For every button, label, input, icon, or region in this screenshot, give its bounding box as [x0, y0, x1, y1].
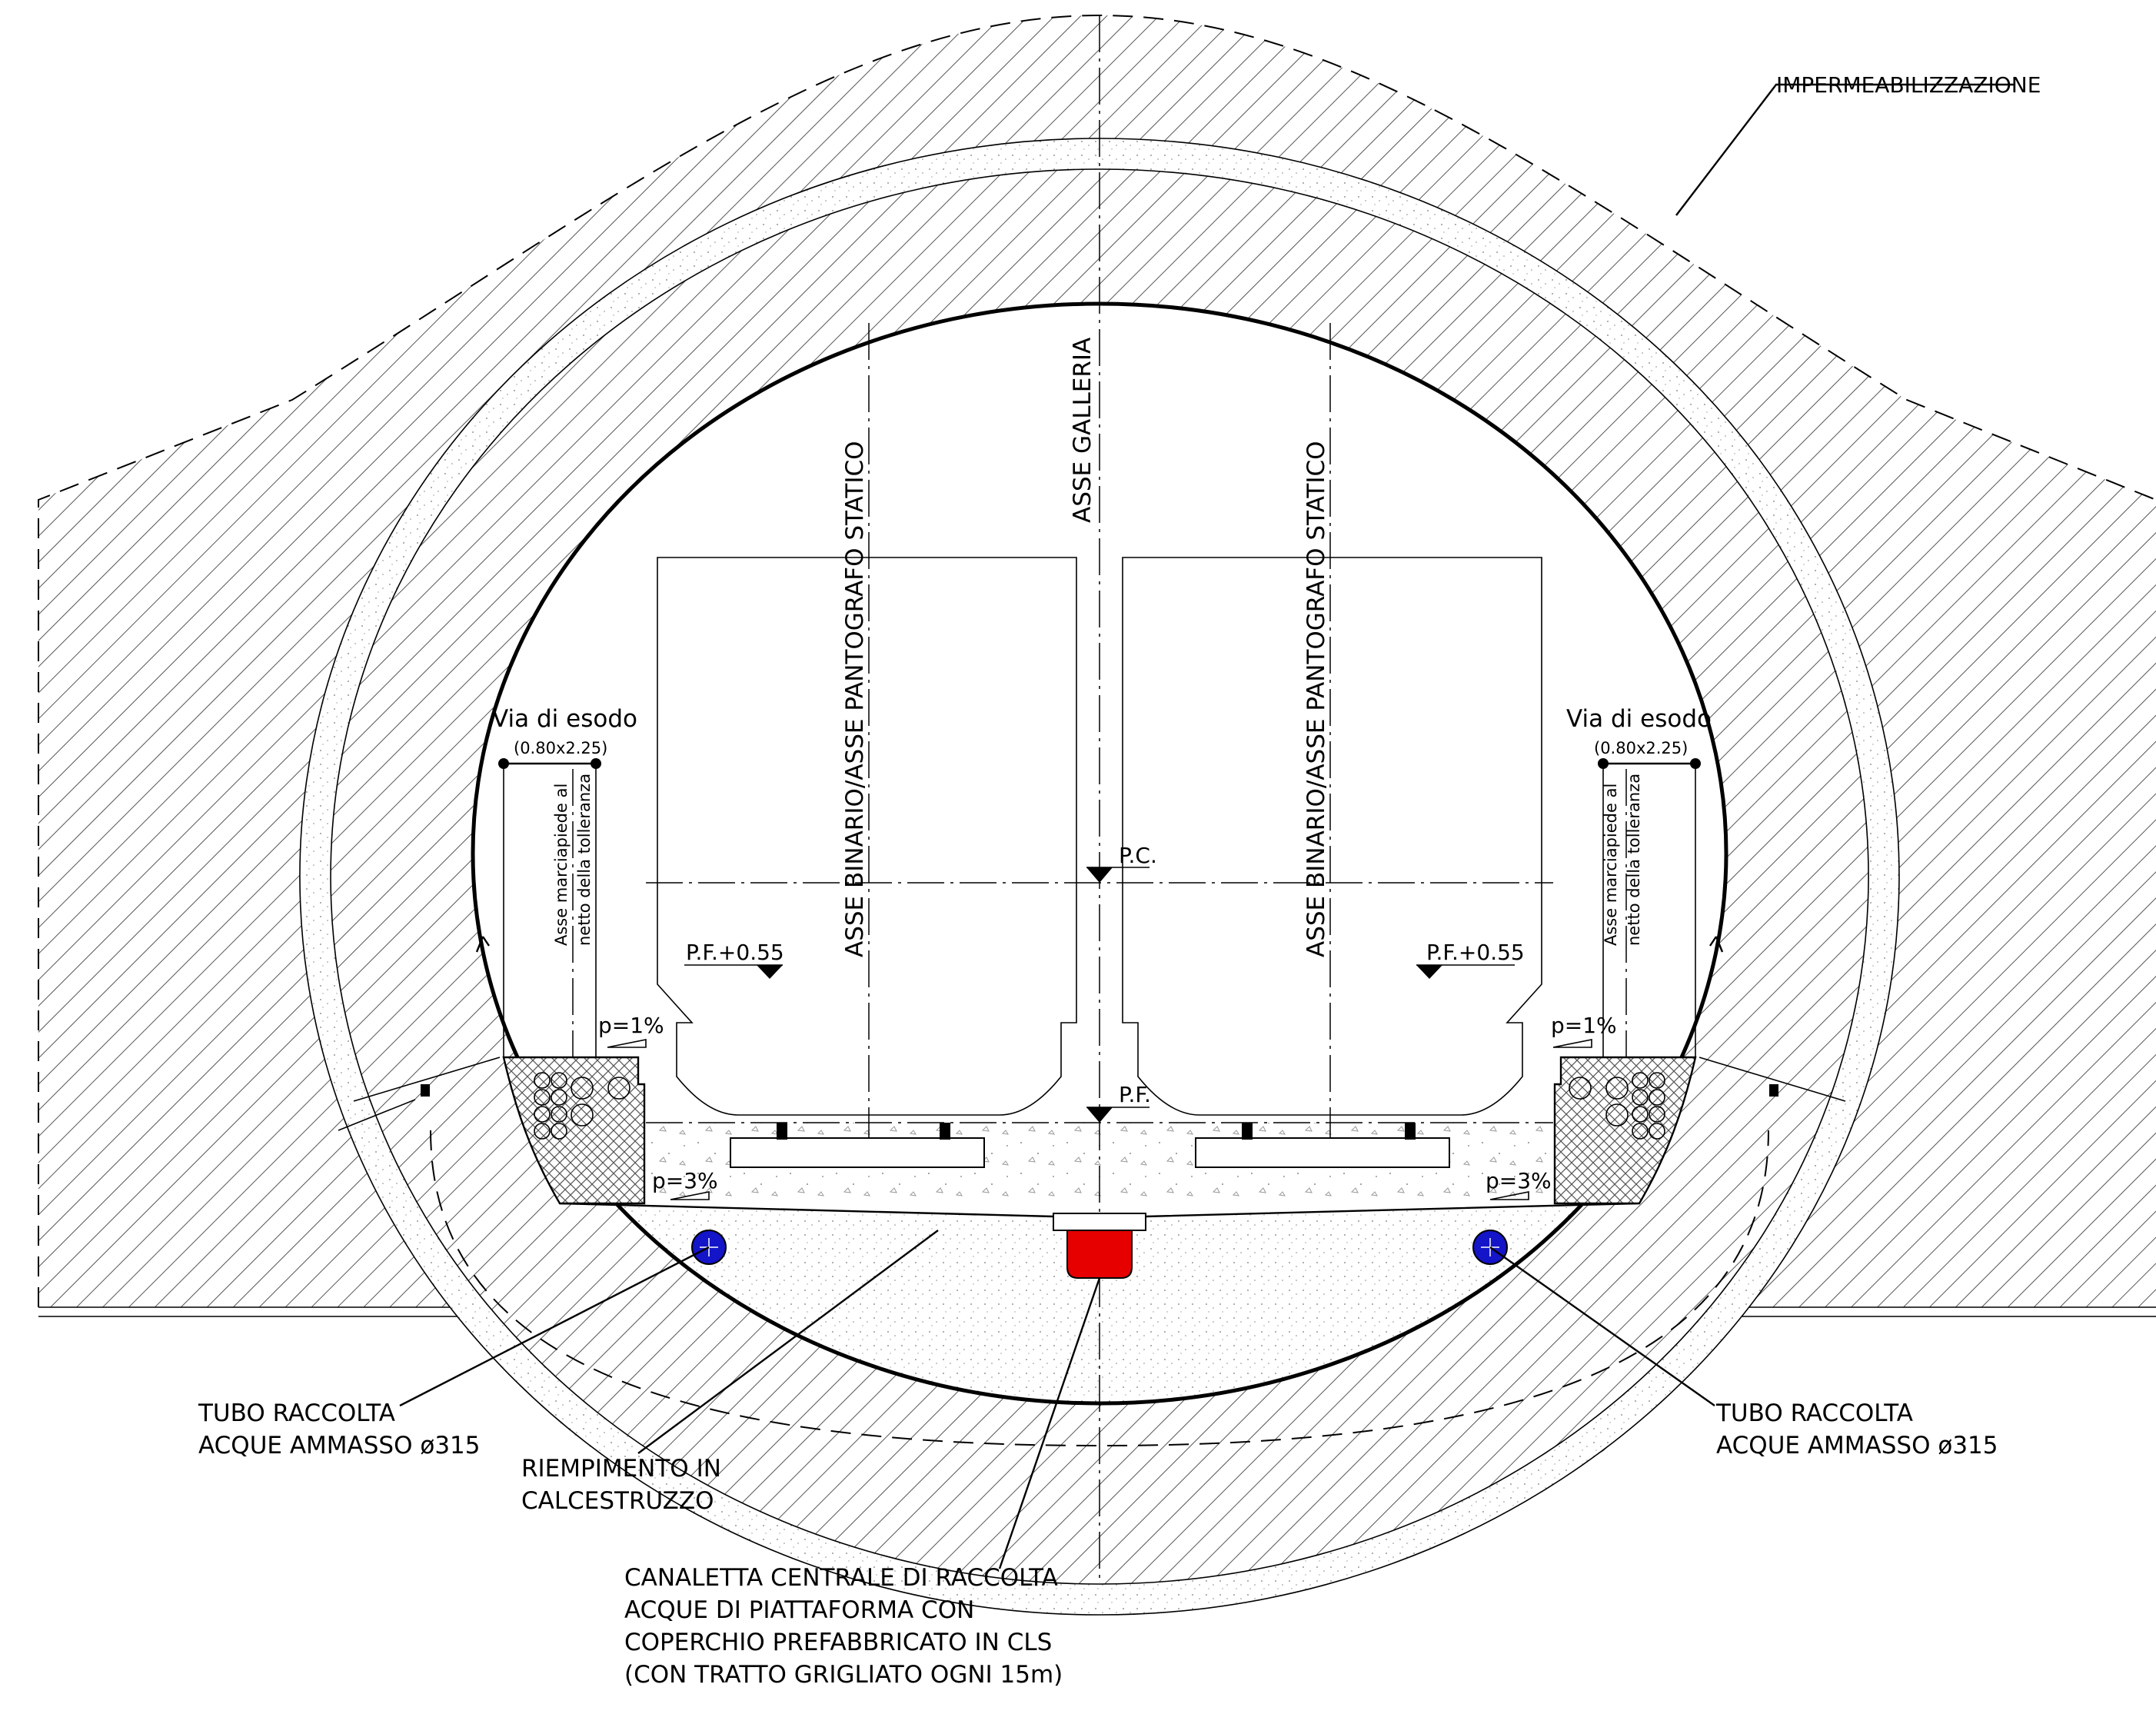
label-channel-l2: ACQUE DI PIATTAFORMA CON — [624, 1596, 974, 1624]
label-waterproofing: IMPERMEABILIZZAZIONE — [1776, 72, 2041, 98]
leader-pipe-right — [1489, 1246, 1715, 1406]
label-walkway-axis-right-l2: netto della tolleranza — [1625, 774, 1643, 946]
label-channel-l3: COPERCHIO PREFABBRICATO IN CLS — [624, 1629, 1052, 1656]
label-channel-l1: CANALETTA CENTRALE DI RACCOLTA — [624, 1564, 1058, 1592]
label-track-axis-right: ASSE BINARIO/ASSE PANTOGRAFO STATICO — [1303, 441, 1330, 957]
escape-dim-dot-left-b — [591, 758, 601, 769]
detail-line-left — [338, 1099, 416, 1131]
cable-tubes-left — [534, 1072, 630, 1140]
label-pf-plus-right: P.F.+0.55 — [1426, 940, 1525, 965]
sleeper-left — [730, 1137, 985, 1168]
label-walkway-axis-left-l1: Asse marciapiede al — [552, 784, 571, 946]
label-escape-right-title: Via di esodo — [1566, 705, 1712, 733]
lining-joint-right — [1699, 1057, 1846, 1102]
label-pipe-right-l1: TUBO RACCOLTA — [1715, 1399, 1913, 1427]
wall-hook-right — [1709, 936, 1724, 953]
wall-hook-left — [475, 936, 490, 953]
level-symbol-pf-plus-left — [684, 964, 783, 979]
label-slope-fill-left: p=3% — [652, 1168, 718, 1193]
slope-mark-fill-right — [1489, 1191, 1529, 1200]
label-walkway-axis-right-l1: Asse marciapiede al — [1602, 784, 1620, 946]
slope-mark-fill-left — [670, 1191, 710, 1200]
gauge-envelope-right — [1122, 557, 1542, 1116]
leader-pipe-left — [399, 1246, 710, 1407]
drain-marker-right — [1769, 1084, 1778, 1097]
label-escape-left-dim: (0.80x2.25) — [514, 739, 607, 757]
label-slope-walk-left: p=1% — [598, 1013, 664, 1038]
footing-line-right — [1720, 1306, 2156, 1317]
label-slope-walk-right: p=1% — [1551, 1013, 1617, 1038]
label-pipe-right-l2: ACQUE AMMASSO ø315 — [1716, 1432, 1998, 1459]
label-track-axis-left: ASSE BINARIO/ASSE PANTOGRAFO STATICO — [841, 441, 869, 957]
drain-marker-left — [421, 1084, 430, 1097]
cable-tubes-right — [1569, 1072, 1665, 1140]
level-symbol-pf — [1086, 1107, 1150, 1123]
label-pf-level: P.F. — [1119, 1082, 1151, 1107]
label-pipe-left-l2: ACQUE AMMASSO ø315 — [198, 1432, 481, 1459]
label-pc-level: P.C. — [1119, 843, 1157, 868]
slope-mark-walk-right — [1552, 1039, 1592, 1048]
rails — [777, 1123, 1416, 1140]
label-pf-plus-left: P.F.+0.55 — [686, 940, 784, 965]
label-slope-fill-right: p=3% — [1486, 1168, 1552, 1193]
leader-fill — [637, 1230, 939, 1454]
leader-waterproofing — [1675, 83, 2015, 216]
label-channel-l4: (CON TRATTO GRIGLIATO OGNI 15m) — [624, 1661, 1063, 1689]
label-escape-right-dim: (0.80x2.25) — [1594, 739, 1688, 757]
level-symbol-pf-plus-right — [1416, 964, 1515, 979]
escape-dim-dot-right-a — [1598, 758, 1609, 769]
label-walkway-axis-left-l2: netto della tolleranza — [575, 774, 594, 946]
escape-dim-dot-left-a — [498, 758, 509, 769]
label-escape-left-title: Via di esodo — [492, 705, 637, 733]
escape-dim-dot-right-b — [1690, 758, 1701, 769]
lining-joint-left — [353, 1057, 501, 1102]
footing-line-left — [38, 1306, 481, 1317]
central-channel-cover — [1053, 1213, 1146, 1231]
slope-mark-walk-left — [607, 1039, 647, 1048]
shotcrete-ring — [299, 138, 1900, 1616]
label-fill-l1: RIEMPIMENTO IN — [521, 1455, 721, 1483]
level-symbol-pc — [1086, 867, 1150, 883]
label-pipe-left-l1: TUBO RACCOLTA — [198, 1399, 395, 1427]
label-tunnel-axis: ASSE GALLERIA — [1069, 338, 1096, 523]
leader-channel — [998, 1277, 1101, 1569]
sleeper-right — [1195, 1137, 1450, 1168]
label-fill-l2: CALCESTRUZZO — [521, 1487, 714, 1515]
central-channel — [1066, 1230, 1133, 1279]
